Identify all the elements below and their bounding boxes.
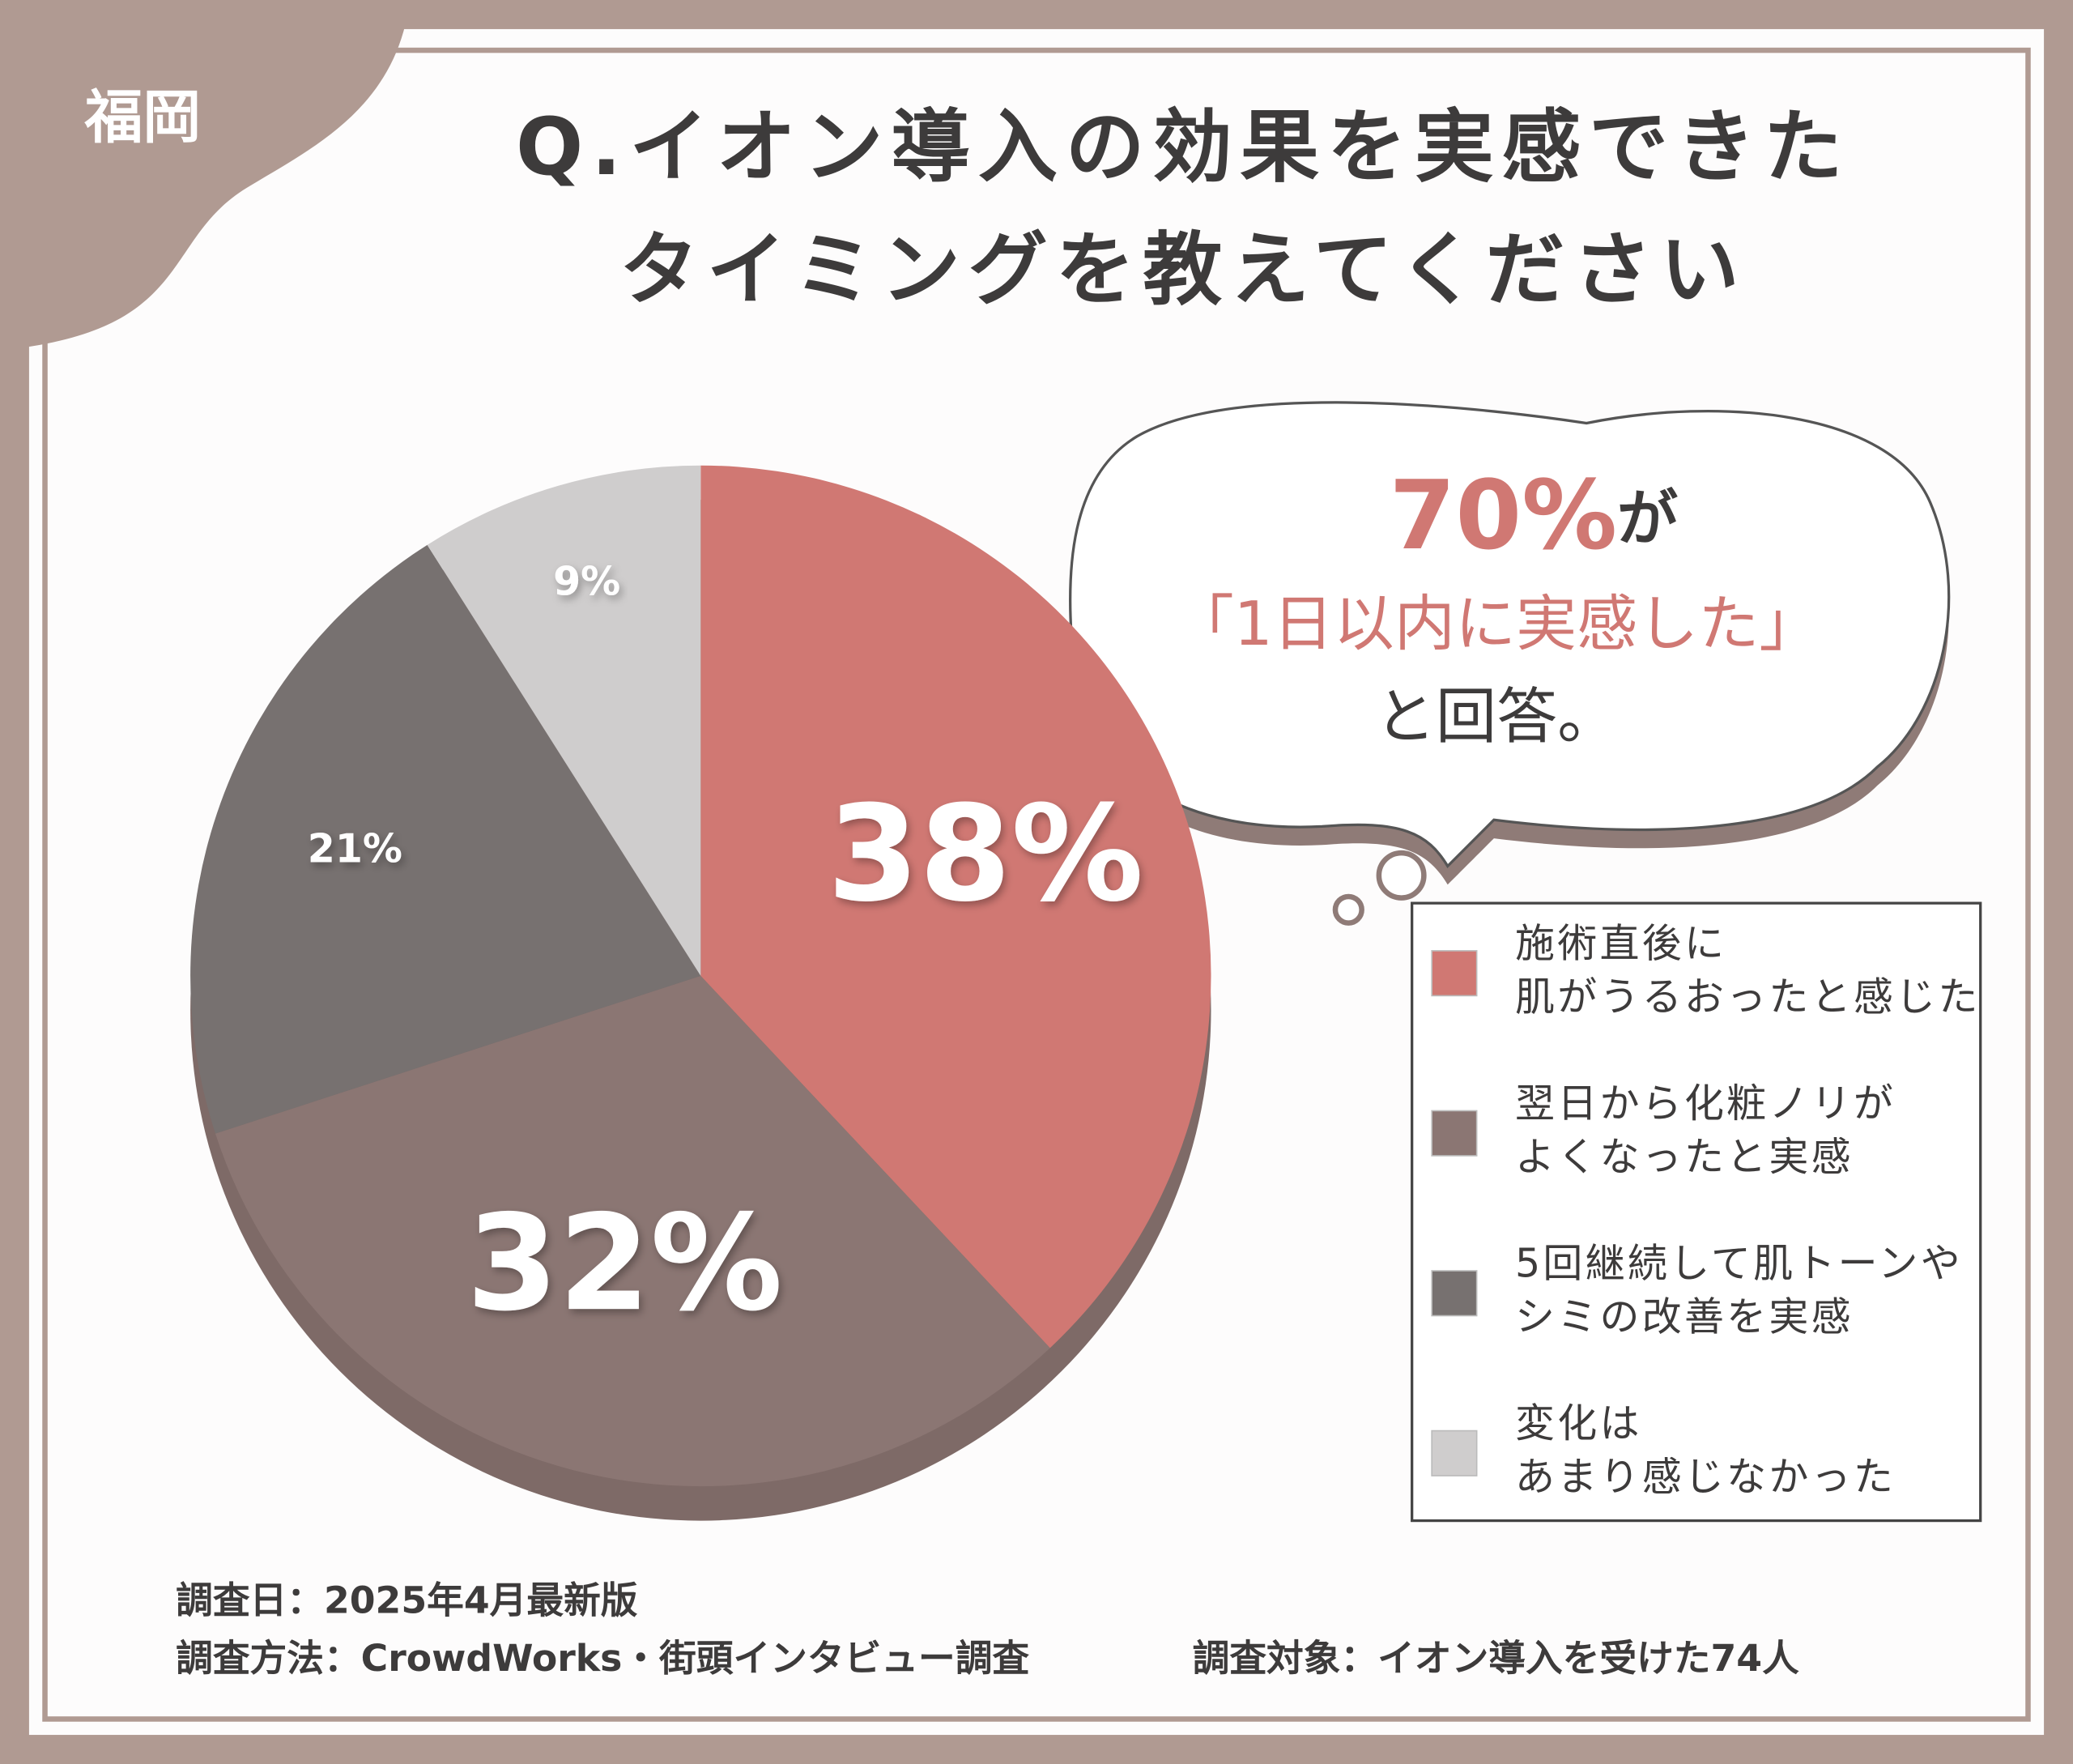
legend-label: 5回継続して肌トーンやシミの改善を実感 — [1515, 1240, 1963, 1340]
callout-dot — [1376, 850, 1427, 901]
value-label: 32% — [466, 1186, 783, 1340]
pie-slice — [215, 975, 1050, 1487]
footnote: 調査方法：CrowdWorks・街頭インタビュー調査 — [176, 1637, 1029, 1680]
legend-label: 変化はあまり感じなかった — [1515, 1400, 1896, 1500]
pie-slice — [427, 465, 701, 976]
callout-dot — [1332, 893, 1364, 926]
legend-label: 翌日から化粧ノリがよくなったと実感 — [1515, 1080, 1896, 1179]
legend-swatch — [1431, 1270, 1478, 1317]
panel-border — [42, 47, 2031, 1722]
tag: 福岡 — [83, 83, 201, 151]
pie: 38% 32% 21% 9% — [190, 465, 1211, 1521]
pie-slice — [190, 544, 701, 1134]
callout-end: と回答。 — [1375, 680, 1618, 752]
legend-box — [1411, 901, 1982, 1523]
pie-slice — [700, 465, 1211, 1349]
value-label: 21% — [308, 826, 402, 872]
legend-swatch — [1431, 950, 1478, 997]
callout-suffix: が — [1617, 482, 1678, 553]
footnotes: 調査日：2025年4月最新版 調査方法：CrowdWorks・街頭インタビュー調… — [176, 1579, 1799, 1680]
footnote: 調査対象：イオン導入を受けた74人 — [1193, 1637, 1799, 1680]
value-label: 9% — [553, 558, 620, 604]
tag-blob — [0, 0, 411, 351]
callout-quote: 「1日以内に実感した」 — [1173, 588, 1820, 659]
footnote: 調査日：2025年4月最新版 — [176, 1579, 638, 1621]
value-label: 38% — [828, 777, 1144, 931]
chart-title: Q.イオン導入の効果を実感できたタイミングを教えてください — [516, 101, 1850, 317]
legend-swatch — [1431, 1430, 1478, 1476]
callout-highlight: 70% — [1390, 460, 1617, 571]
legend-swatch — [1431, 1110, 1478, 1157]
legend-label: 施術直後に肌がうるおったと感じた — [1515, 920, 1981, 1020]
callout: 70%が 「1日以内に実感した」 と回答。 — [1068, 401, 1951, 926]
callout-line: 70%が — [1390, 460, 1678, 571]
